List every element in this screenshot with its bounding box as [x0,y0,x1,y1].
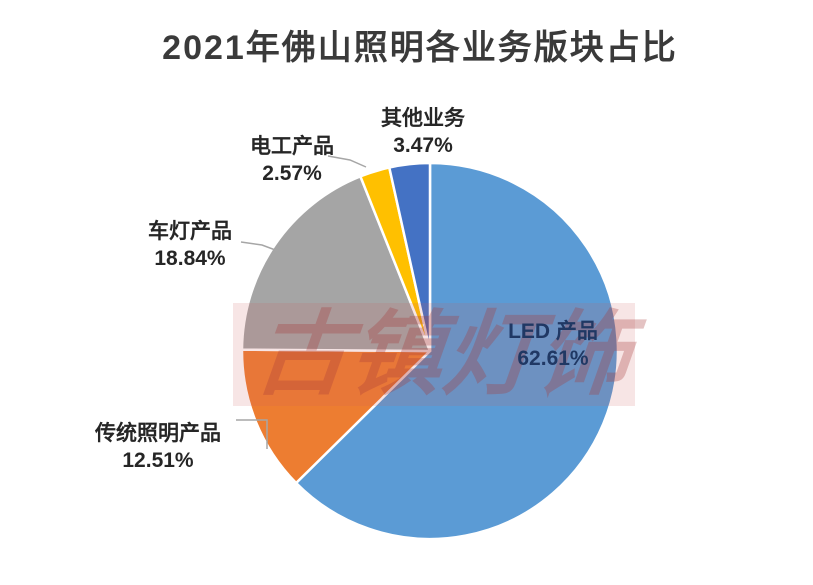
label-name: 其他业务 [381,107,465,130]
label-name: 传统照明产品 [95,422,221,445]
label-other-business: 其他业务 3.47% [353,105,493,159]
label-name: 电工产品 [250,135,334,158]
label-car-lamp-products: 车灯产品 18.84% [120,218,260,272]
label-name: 车灯产品 [148,220,232,243]
pie-slice-4 [388,161,432,353]
leader-line-1 [240,241,279,252]
label-name: LED 产品 [508,320,598,343]
leader-line-0 [327,155,367,168]
pie-slice-2 [240,175,432,353]
label-traditional-lighting: 传统照明产品 12.51% [78,420,238,474]
label-led-products: LED 产品 62.61% [483,318,623,372]
label-value: 3.47% [393,134,453,157]
label-electrical-products: 电工产品 2.57% [222,133,362,187]
chart-title: 2021年佛山照明各业务版块占比 [162,29,678,67]
label-value: 12.51% [122,449,194,472]
pie-slice-1 [240,348,432,485]
label-value: 62.61% [517,347,589,370]
label-value: 2.57% [262,162,322,185]
leader-line-2 [236,419,268,449]
label-value: 18.84% [154,247,226,270]
pie-slice-0 [294,161,620,541]
